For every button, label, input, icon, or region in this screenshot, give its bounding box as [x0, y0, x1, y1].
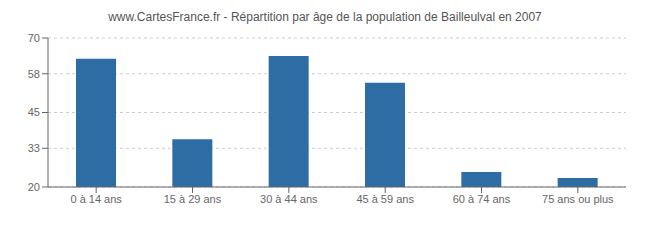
- svg-text:30 à 44 ans: 30 à 44 ans: [260, 193, 318, 205]
- svg-text:75 ans ou plus: 75 ans ou plus: [542, 193, 614, 205]
- svg-text:45 à 59 ans: 45 à 59 ans: [356, 193, 414, 205]
- svg-text:45: 45: [28, 106, 40, 118]
- svg-text:58: 58: [28, 68, 40, 80]
- svg-text:0 à 14 ans: 0 à 14 ans: [70, 193, 122, 205]
- svg-text:33: 33: [28, 142, 40, 154]
- html-text:www.CartesFrance.fr - Répartit: www.CartesFrance.fr - Répartition par âg…: [108, 10, 542, 24]
- svg-text:70: 70: [28, 32, 40, 44]
- svg-text:20: 20: [28, 181, 40, 193]
- svg-text:60 à 74 ans: 60 à 74 ans: [453, 193, 511, 205]
- svg-text:15 à 29 ans: 15 à 29 ans: [164, 193, 222, 205]
